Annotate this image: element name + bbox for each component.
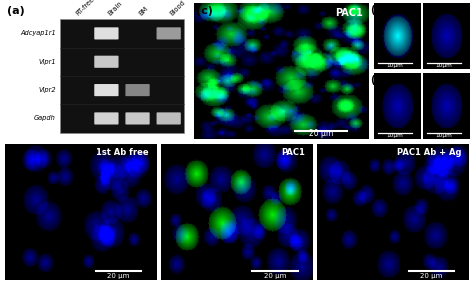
FancyBboxPatch shape <box>94 56 118 68</box>
Text: 10μm: 10μm <box>436 133 452 138</box>
Text: PAC1: PAC1 <box>282 148 305 157</box>
Text: Vipr1: Vipr1 <box>38 59 56 65</box>
Bar <box>60 19 184 133</box>
Text: 10μm: 10μm <box>386 63 403 68</box>
Text: (e): (e) <box>370 75 386 85</box>
FancyBboxPatch shape <box>126 84 150 96</box>
Text: 20 μm: 20 μm <box>108 273 130 279</box>
Text: PAC1 Ab + Ag: PAC1 Ab + Ag <box>397 148 462 157</box>
Text: 20 μm: 20 μm <box>420 273 443 279</box>
Text: Brain: Brain <box>106 1 123 17</box>
FancyBboxPatch shape <box>94 27 118 39</box>
FancyBboxPatch shape <box>126 112 150 125</box>
Text: RT-free: RT-free <box>75 0 96 17</box>
Text: 20 μm: 20 μm <box>264 273 286 279</box>
FancyBboxPatch shape <box>156 112 181 125</box>
FancyBboxPatch shape <box>94 84 118 96</box>
Text: (c): (c) <box>196 6 212 16</box>
Text: (d): (d) <box>370 5 386 15</box>
Text: Blood: Blood <box>169 0 186 17</box>
FancyBboxPatch shape <box>94 112 118 125</box>
Text: (a): (a) <box>7 6 24 16</box>
FancyBboxPatch shape <box>156 27 181 39</box>
Text: Adcyap1r1: Adcyap1r1 <box>20 30 56 37</box>
Text: 10μm: 10μm <box>436 63 452 68</box>
Text: Vipr2: Vipr2 <box>38 87 56 93</box>
Text: (b): (b) <box>6 148 24 158</box>
Text: 10μm: 10μm <box>386 133 403 138</box>
Text: 20 μm: 20 μm <box>309 129 333 138</box>
Text: 1st Ab free: 1st Ab free <box>96 148 149 157</box>
Text: BM: BM <box>137 6 149 17</box>
Text: PAC1: PAC1 <box>335 8 363 18</box>
Text: Gapdh: Gapdh <box>34 115 56 121</box>
